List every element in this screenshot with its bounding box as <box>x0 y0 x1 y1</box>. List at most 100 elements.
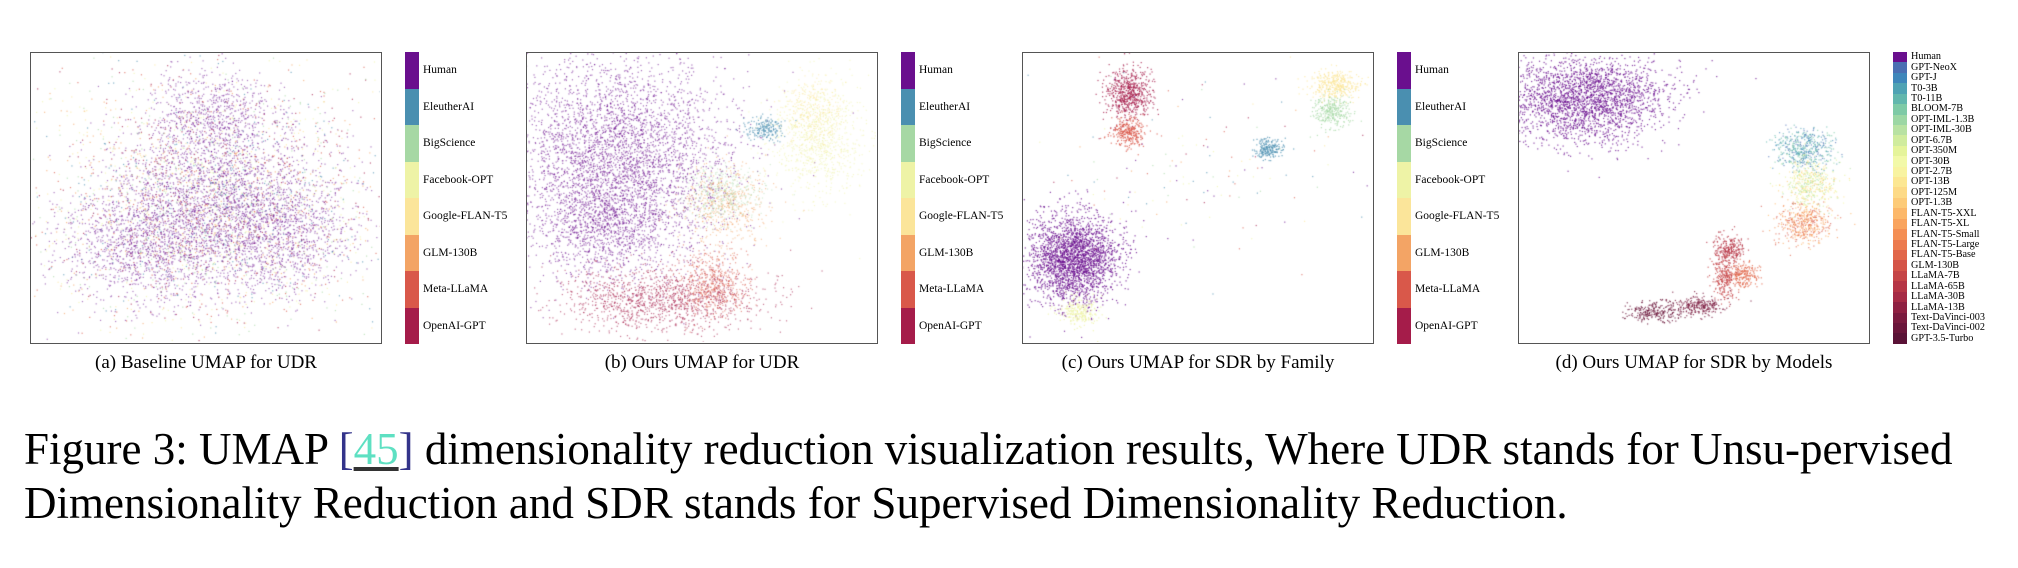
colorbar-segment <box>1397 307 1411 344</box>
colorbar-segment <box>1397 234 1411 271</box>
colorbar-label: OpenAI-GPT <box>1415 319 1478 332</box>
colorbar-label: OPT-350M <box>1911 145 1958 157</box>
subcaption-d: (d) Ours UMAP for SDR by Models <box>1555 352 1833 373</box>
colorbar-label: Facebook-OPT <box>1415 173 1486 186</box>
figure-caption: Figure 3: UMAP [45] dimensionality reduc… <box>24 422 2004 530</box>
colorbar-label: GPT-NeoX <box>1911 61 1958 73</box>
colorbar-segment <box>1893 322 1907 334</box>
colorbar-segment <box>1893 177 1907 188</box>
colorbar-label: FLAN-T5-Large <box>1911 238 1980 250</box>
caption-body: dimensionality reduction visualization r… <box>24 424 1953 528</box>
colorbar-segment <box>405 88 419 125</box>
scatter-plot-c <box>1022 52 1374 344</box>
colorbar-segment <box>1893 114 1907 125</box>
colorbar-label: Meta-LLaMA <box>1415 283 1481 296</box>
colorbar-label: Meta-LLaMA <box>919 283 985 296</box>
citation-open-bracket[interactable]: [ <box>338 424 354 474</box>
colorbar-label: EleutherAI <box>1415 100 1467 113</box>
colorbar-label: OPT-13B <box>1911 176 1950 188</box>
colorbar-label: EleutherAI <box>919 100 971 113</box>
subcaption-b: (b) Ours UMAP for UDR <box>604 352 800 373</box>
colorbar-segment <box>1893 135 1907 146</box>
colorbar-label: LLaMA-7B <box>1911 270 1960 282</box>
colorbar-segment <box>1893 312 1907 323</box>
colorbar-segment <box>901 52 915 89</box>
colorbar-label: Human <box>1911 51 1941 63</box>
colorbar-label: GLM-130B <box>1911 259 1960 271</box>
colorbar-label: T0-11B <box>1911 92 1943 104</box>
colorbar-segment <box>1893 281 1907 292</box>
citation-link[interactable]: 45 <box>353 424 399 474</box>
scatter-plot-d <box>1518 52 1870 344</box>
colorbar-segment <box>1893 72 1907 84</box>
colorbar-segment <box>405 271 419 308</box>
colorbar-segment <box>1893 187 1907 198</box>
colorbar-label: FLAN-T5-XXL <box>1911 207 1977 219</box>
colorbar-label: BigScience <box>919 137 972 150</box>
colorbar-segment <box>901 234 915 271</box>
colorbar-label: Meta-LLaMA <box>423 283 489 296</box>
colorbar-label: Facebook-OPT <box>423 173 494 186</box>
scatter-plot-b <box>526 52 878 344</box>
colorbar-label: OPT-1.3B <box>1911 197 1953 209</box>
colorbar-label: Facebook-OPT <box>919 173 990 186</box>
colorbar-label: Google-FLAN-T5 <box>919 210 1004 223</box>
colorbar-segment <box>1893 239 1907 251</box>
colorbar-label: Google-FLAN-T5 <box>1415 210 1500 223</box>
scatter-points-a <box>31 53 380 342</box>
colorbar-segment <box>1893 229 1907 240</box>
colorbar-segment <box>1397 161 1411 198</box>
subcaption-c: (c) Ours UMAP for SDR by Family <box>1061 352 1335 373</box>
colorbar-segment <box>1893 166 1907 178</box>
colorbar-label: FLAN-T5-Base <box>1911 249 1976 261</box>
colorbar-segment <box>1893 250 1907 261</box>
colorbar-segment <box>405 234 419 271</box>
colorbar-label: OPT-125M <box>1911 186 1958 198</box>
colorbar-segment <box>1893 124 1907 136</box>
colorbar-segment <box>1893 83 1907 94</box>
colorbar-segment <box>1893 260 1907 271</box>
colorbar-segment <box>1893 104 1907 115</box>
colorbar-segment <box>901 307 915 344</box>
colorbar-label: Text-DaVinci-002 <box>1911 322 1985 334</box>
colorbar-label: LLaMA-65B <box>1911 280 1965 292</box>
colorbar-label: BigScience <box>423 137 476 150</box>
colorbar-label: T0-3B <box>1911 82 1938 94</box>
colorbar-label: OpenAI-GPT <box>423 319 486 332</box>
colorbar-segment <box>1893 145 1907 157</box>
colorbar-label: OPT-IML-30B <box>1911 124 1972 136</box>
colorbar-label: Text-DaVinci-003 <box>1911 311 1985 323</box>
colorbar-a <box>405 52 419 344</box>
colorbar-segment <box>1893 93 1907 105</box>
colorbar-segment <box>1397 125 1411 162</box>
colorbar-label: EleutherAI <box>423 100 475 113</box>
colorbar-label: OPT-30B <box>1911 155 1950 167</box>
colorbar-segment <box>1893 333 1907 344</box>
scatter-points-d <box>1519 53 1868 342</box>
colorbar-c <box>1397 52 1411 344</box>
colorbar-segment <box>1893 197 1907 209</box>
colorbar-label: Human <box>423 64 457 77</box>
colorbar-label: OpenAI-GPT <box>919 319 982 332</box>
colorbar-label: GLM-130B <box>1415 246 1470 259</box>
colorbar-label: OPT-IML-1.3B <box>1911 113 1975 125</box>
colorbar-segment <box>1893 291 1907 303</box>
subcaption-a: (a) Baseline UMAP for UDR <box>95 352 317 373</box>
colorbar-segment <box>1893 218 1907 230</box>
colorbar-segment <box>1397 52 1411 89</box>
colorbar-segment <box>405 125 419 162</box>
caption-prefix: Figure 3: UMAP <box>24 424 339 474</box>
colorbar-segment <box>901 271 915 308</box>
colorbar-segment <box>901 125 915 162</box>
colorbar-label: OPT-6.7B <box>1911 134 1953 146</box>
citation-close-bracket[interactable]: ] <box>398 424 414 474</box>
colorbar-segment <box>901 198 915 235</box>
colorbar-label: FLAN-T5-Small <box>1911 228 1980 240</box>
colorbar-label: Google-FLAN-T5 <box>423 210 508 223</box>
colorbar-segment <box>1893 52 1907 63</box>
colorbar-label: LLaMA-13B <box>1911 301 1965 313</box>
colorbar-segment <box>1893 156 1907 167</box>
colorbar-label: FLAN-T5-XL <box>1911 218 1970 230</box>
colorbar-b <box>901 52 915 344</box>
colorbar-label: LLaMA-30B <box>1911 291 1965 303</box>
